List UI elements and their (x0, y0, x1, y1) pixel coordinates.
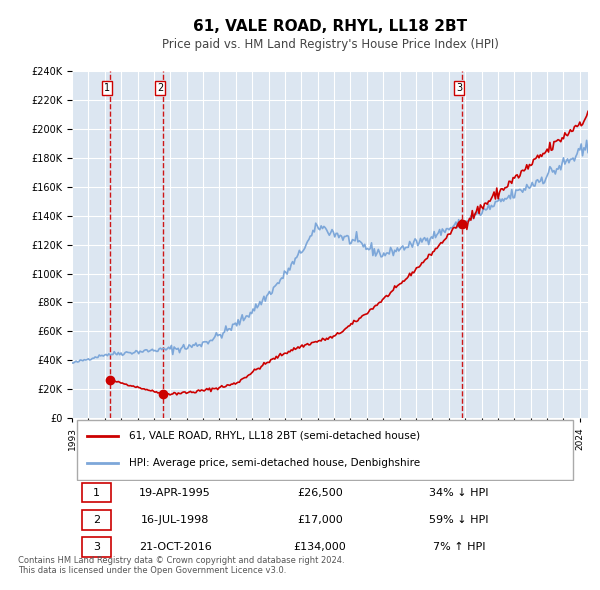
Text: £134,000: £134,000 (293, 542, 346, 552)
Text: 34% ↓ HPI: 34% ↓ HPI (429, 487, 489, 497)
Text: 1: 1 (104, 83, 110, 93)
Text: £17,000: £17,000 (297, 515, 343, 525)
FancyBboxPatch shape (82, 483, 110, 502)
Text: 19-APR-1995: 19-APR-1995 (139, 487, 211, 497)
FancyBboxPatch shape (82, 510, 110, 530)
Text: 21-OCT-2016: 21-OCT-2016 (139, 542, 212, 552)
Text: 2: 2 (92, 515, 100, 525)
Text: 16-JUL-1998: 16-JUL-1998 (141, 515, 209, 525)
Text: 61, VALE ROAD, RHYL, LL18 2BT (semi-detached house): 61, VALE ROAD, RHYL, LL18 2BT (semi-deta… (129, 431, 420, 441)
Text: 3: 3 (93, 542, 100, 552)
FancyBboxPatch shape (82, 537, 110, 557)
Text: Contains HM Land Registry data © Crown copyright and database right 2024.
This d: Contains HM Land Registry data © Crown c… (18, 556, 344, 575)
Text: Price paid vs. HM Land Registry's House Price Index (HPI): Price paid vs. HM Land Registry's House … (161, 38, 499, 51)
Text: 2: 2 (157, 83, 163, 93)
Text: 3: 3 (457, 83, 463, 93)
Text: 1: 1 (93, 487, 100, 497)
Text: 61, VALE ROAD, RHYL, LL18 2BT: 61, VALE ROAD, RHYL, LL18 2BT (193, 19, 467, 34)
Text: HPI: Average price, semi-detached house, Denbighshire: HPI: Average price, semi-detached house,… (129, 458, 420, 468)
Text: £26,500: £26,500 (297, 487, 343, 497)
Text: 7% ↑ HPI: 7% ↑ HPI (433, 542, 485, 552)
Text: 59% ↓ HPI: 59% ↓ HPI (429, 515, 489, 525)
FancyBboxPatch shape (77, 419, 572, 480)
